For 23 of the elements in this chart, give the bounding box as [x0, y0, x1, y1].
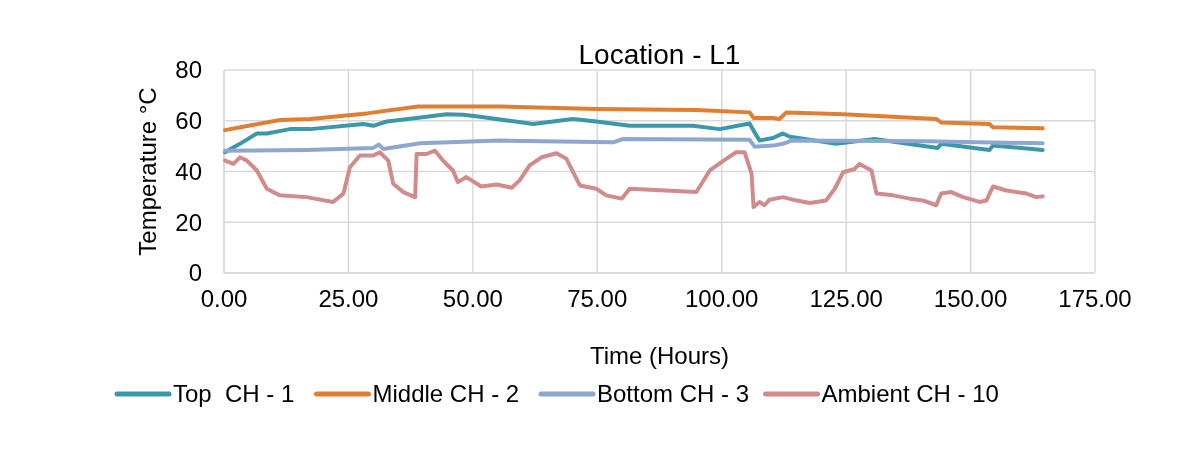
y-axis-title: Temperature °C: [134, 87, 161, 256]
legend-label: Bottom CH - 3: [597, 380, 750, 408]
x-tick-label: 50.00: [442, 285, 503, 312]
y-tick-label: 40: [175, 157, 202, 185]
line-series: [223, 104, 1045, 133]
y-tick-label: 60: [175, 107, 202, 135]
legend-label: Ambient CH - 10: [821, 380, 999, 408]
legend-label: Middle CH - 2: [372, 380, 520, 408]
x-tick-label: 75.00: [567, 285, 628, 312]
x-tick-label: 0.00: [200, 285, 248, 312]
x-tick-label: 25.00: [318, 285, 379, 312]
x-axis-title: Time (Hours): [589, 342, 730, 369]
line-series: [223, 148, 1045, 210]
x-tick-label: 150.00: [933, 285, 1008, 312]
legend-label: Top CH - 1: [173, 380, 295, 408]
y-tick-label: 80: [175, 56, 202, 84]
y-tick-label: 20: [175, 208, 202, 236]
line-series: [223, 137, 1045, 153]
x-tick-label: 175.00: [1058, 285, 1132, 312]
y-tick-label: 0: [188, 259, 202, 287]
x-tick-label: 100.00: [685, 285, 759, 312]
x-tick-label: 125.00: [809, 285, 883, 312]
chart-title: Location - L1: [578, 39, 741, 70]
